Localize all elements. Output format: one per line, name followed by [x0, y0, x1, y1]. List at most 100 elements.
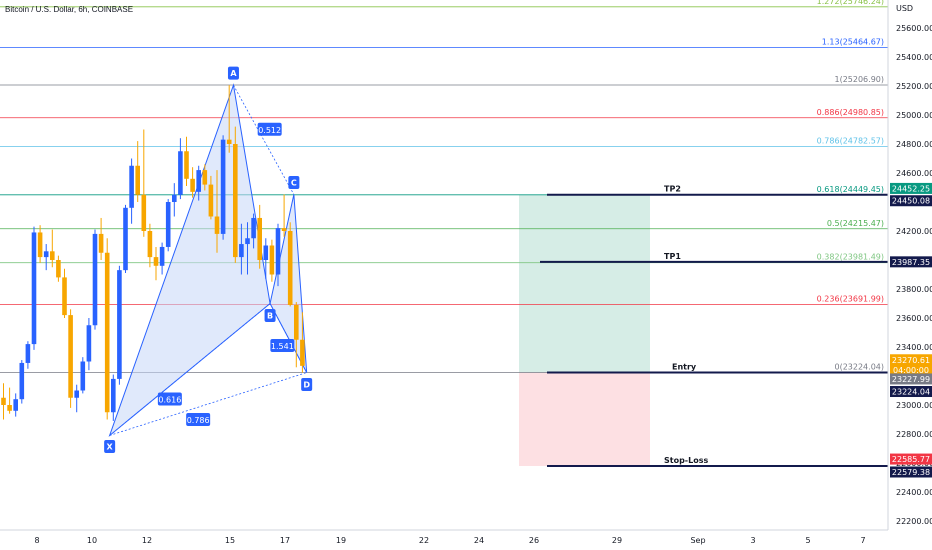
candle-body — [196, 170, 201, 192]
x-tick-label: 15 — [225, 536, 235, 545]
pattern-point-a — [227, 66, 239, 80]
price-badge-text: 23270.61 — [892, 356, 930, 365]
fib-label: 0.382(23981.49) — [817, 253, 884, 262]
loss-zone — [519, 372, 650, 466]
ratio-badge-text: 0.786 — [187, 416, 210, 425]
fib-label: 0.5(24215.47) — [827, 219, 884, 228]
x-tick-label: Sep — [690, 536, 705, 545]
x-tick-label: 26 — [529, 536, 539, 545]
x-tick-label: 5 — [805, 536, 810, 545]
y-tick-label: 22400.00 — [896, 488, 932, 497]
candle-body — [50, 251, 55, 260]
fib-label: 0(23224.04) — [834, 363, 884, 372]
price-badge — [890, 256, 932, 268]
price-badge-text: 22585.77 — [892, 455, 930, 464]
pattern-point-d — [301, 378, 313, 392]
y-tick-label: 23000.00 — [896, 401, 932, 410]
price-badge — [890, 453, 932, 465]
fib-label: 1.13(25464.67) — [822, 38, 884, 47]
ratio-badge — [157, 392, 182, 406]
pattern-point-x — [104, 439, 116, 453]
candle-body — [19, 362, 25, 400]
ratio-line-xd — [109, 372, 307, 436]
price-badge-text: 24452.25 — [892, 184, 930, 193]
candle-body — [300, 339, 305, 366]
trade-level-label: Entry — [672, 363, 697, 372]
x-tick-label: 19 — [336, 536, 346, 545]
y-tick-label: 23600.00 — [896, 314, 932, 323]
price-badge — [890, 466, 932, 478]
trade-level-label: TP2 — [664, 185, 681, 194]
ratio-badge-text: 1.541 — [271, 342, 294, 351]
trade-level-label: TP1 — [664, 252, 681, 261]
candle-body — [245, 238, 250, 245]
candle-body — [129, 165, 134, 208]
y-tick-label: 22800.00 — [896, 430, 932, 439]
y-tick-label: 25000.00 — [896, 111, 932, 120]
candle-body — [251, 217, 256, 239]
x-tick-label: 12 — [142, 536, 152, 545]
price-badge-text: 23224.04 — [892, 388, 930, 397]
price-badge-text: 22579.38 — [892, 468, 930, 477]
candle-body — [141, 194, 147, 231]
symbol-title: Bitcoin / U.S. Dollar, 6h, COINBASE — [5, 5, 134, 14]
candle-body — [165, 202, 171, 247]
candle-body — [233, 144, 238, 258]
price-badge — [890, 386, 932, 398]
candle-body — [92, 233, 98, 326]
x-tick-label: 29 — [612, 536, 622, 545]
ratio-badge-text: 0.616 — [158, 395, 181, 404]
fib-label: 0.786(24782.57) — [817, 137, 884, 146]
pattern-point-c — [288, 175, 300, 189]
ratio-badge — [257, 122, 282, 136]
candle-body — [31, 232, 37, 345]
y-tick-label: 25600.00 — [896, 24, 932, 33]
y-tick-label: 24800.00 — [896, 140, 932, 149]
fib-label: 1.272(25746.24) — [817, 0, 884, 6]
candle-body — [190, 178, 195, 192]
candle-body — [98, 233, 104, 253]
trade-level-label: Stop-Loss — [664, 456, 708, 465]
candle-body — [123, 207, 128, 271]
ratio-badge-text: 0.512 — [258, 126, 281, 135]
candle-body — [208, 184, 214, 217]
candle-body — [37, 232, 43, 258]
fib-label: 1(25206.90) — [834, 75, 884, 84]
x-tick-label: 24 — [474, 536, 484, 545]
pattern-point-label: C — [291, 178, 297, 187]
price-badge-countdown: 04:00:00 — [893, 366, 929, 375]
candle-body — [1, 397, 6, 405]
candle-body — [80, 361, 86, 391]
pattern-point-label: A — [230, 69, 237, 78]
price-badge-text: 24450.08 — [892, 197, 930, 206]
candle-body — [7, 405, 12, 411]
candle-body — [275, 228, 281, 275]
candle-body — [104, 252, 110, 413]
candle-body — [263, 245, 269, 260]
pattern-point-b — [264, 309, 276, 322]
candle-body — [74, 390, 79, 398]
candle-body — [184, 151, 189, 179]
candle-body — [43, 251, 49, 258]
candle-body — [25, 344, 31, 363]
y-tick-label: 25200.00 — [896, 82, 932, 91]
y-tick-label: 24600.00 — [896, 169, 932, 178]
pattern-point-label: X — [107, 442, 114, 451]
y-tick-label: 25400.00 — [896, 53, 932, 62]
x-tick-label: 7 — [860, 536, 865, 545]
candle-body — [214, 216, 220, 234]
price-badge — [890, 373, 932, 385]
x-tick-label: 3 — [750, 536, 755, 545]
x-tick-label: 17 — [280, 536, 290, 545]
candle-body — [257, 217, 262, 260]
candle-body — [135, 165, 140, 195]
pattern-triangle-xab — [108, 83, 271, 437]
candle-body — [153, 257, 159, 266]
price-badge — [890, 195, 932, 207]
ratio-line-ac — [233, 84, 295, 195]
x-tick-label: 10 — [87, 536, 97, 545]
fib-label: 0.618(24449.45) — [817, 185, 884, 194]
candle-body — [239, 244, 244, 258]
